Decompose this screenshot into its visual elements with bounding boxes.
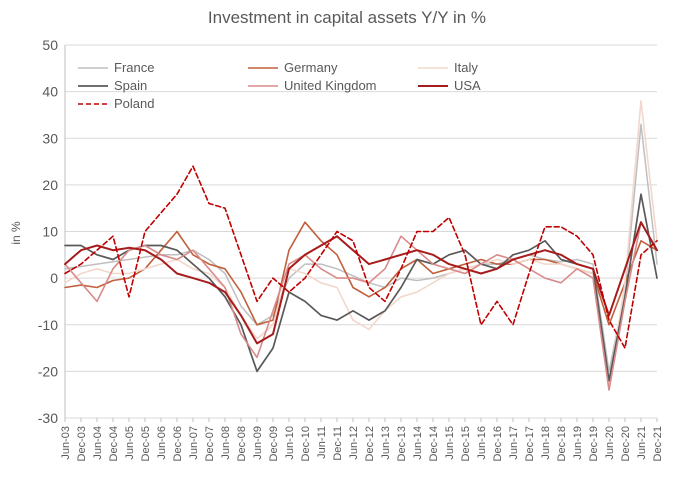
x-tick-label: Dec-05 (140, 426, 152, 461)
legend-label: Poland (114, 96, 154, 111)
x-tick-label: Jun-19 (572, 426, 584, 460)
y-tick-label: 20 (42, 177, 58, 193)
series-lines (64, 100, 658, 391)
series-line-italy (64, 100, 658, 387)
legend-label: Italy (454, 60, 478, 75)
y-axis-label: in % (9, 221, 23, 245)
chart-title: Investment in capital assets Y/Y in % (208, 8, 486, 27)
y-tick-label: 10 (42, 224, 58, 240)
y-axis-ticks: -30 -20 -10 0 10 20 30 40 50 (38, 37, 58, 426)
legend-label: Germany (284, 60, 338, 75)
x-tick-label: Dec-08 (236, 426, 248, 461)
x-tick-label: Jun-04 (92, 426, 104, 460)
x-tick-label: Dec-06 (172, 426, 184, 461)
x-tick-label: Jun-06 (156, 426, 168, 460)
series-line-spain (64, 193, 658, 382)
y-tick-label: 0 (50, 270, 58, 286)
x-tick-label: Jun-09 (252, 426, 264, 460)
legend: France Germany Italy Spain United Kingdom USA… (78, 60, 481, 111)
legend-item: Germany (248, 60, 338, 75)
legend-label: USA (454, 78, 481, 93)
x-tick-label: Jun-20 (604, 426, 616, 460)
x-tick-label: Dec-13 (396, 426, 408, 461)
legend-item: Italy (418, 60, 478, 75)
series-line-usa (64, 221, 658, 345)
y-tick-label: -20 (38, 363, 58, 379)
x-tick-label: Jun-12 (348, 426, 360, 460)
x-tick-label: Jun-21 (636, 426, 648, 460)
x-tick-label: Dec-17 (524, 426, 536, 461)
y-tick-label: 50 (42, 37, 58, 53)
x-tick-label: Dec-04 (108, 426, 120, 461)
x-tick-label: Jun-08 (220, 426, 232, 460)
x-tick-label: Jun-10 (284, 426, 296, 460)
x-tick-label: Jun-18 (540, 426, 552, 460)
x-tick-label: Dec-03 (76, 426, 88, 461)
legend-label: Spain (114, 78, 147, 93)
gridlines (64, 44, 657, 419)
x-tick-label: Jun-16 (476, 426, 488, 460)
legend-item: France (78, 60, 154, 75)
legend-label: United Kingdom (284, 78, 377, 93)
x-tick-label: Dec-15 (460, 426, 472, 461)
series-line-germany (64, 221, 658, 326)
y-tick-label: -30 (38, 410, 58, 426)
x-tick-label: Jun-15 (444, 426, 456, 460)
x-tick-label: Dec-19 (588, 426, 600, 461)
series-line-united-kingdom (64, 221, 658, 391)
series-line-france (64, 123, 658, 373)
x-tick-label: Jun-11 (316, 426, 328, 459)
x-tick-label: Jun-03 (60, 426, 72, 460)
x-tick-label: Jun-17 (508, 426, 520, 460)
x-tick-label: Dec-07 (204, 426, 216, 461)
series-line-poland (64, 165, 658, 349)
x-tick-label: Dec-21 (652, 426, 664, 461)
x-tick-label: Jun-14 (412, 426, 424, 460)
x-tick-label: Dec-12 (364, 426, 376, 461)
x-tick-label: Dec-09 (268, 426, 280, 461)
x-tick-label: Dec-16 (492, 426, 504, 461)
legend-label: France (114, 60, 154, 75)
legend-item: Spain (78, 78, 147, 93)
x-tick-label: Dec-10 (300, 426, 312, 461)
x-axis-ticks: Jun-03 Dec-03 Jun-04 Dec-04 Jun-05 Dec-05 Jun-… (60, 418, 664, 461)
x-tick-label: Dec-11 (332, 426, 344, 461)
legend-item: Poland (78, 96, 154, 111)
x-tick-label: Jun-13 (380, 426, 392, 460)
y-tick-label: -10 (38, 317, 58, 333)
y-tick-label: 30 (42, 130, 58, 146)
legend-item: USA (418, 78, 481, 93)
x-tick-label: Dec-20 (620, 426, 632, 461)
x-tick-label: Jun-07 (188, 426, 200, 460)
x-tick-label: Dec-14 (428, 426, 440, 461)
legend-item: United Kingdom (248, 78, 377, 93)
y-tick-label: 40 (42, 84, 58, 100)
x-tick-label: Jun-05 (124, 426, 136, 460)
x-tick-label: Dec-18 (556, 426, 568, 461)
